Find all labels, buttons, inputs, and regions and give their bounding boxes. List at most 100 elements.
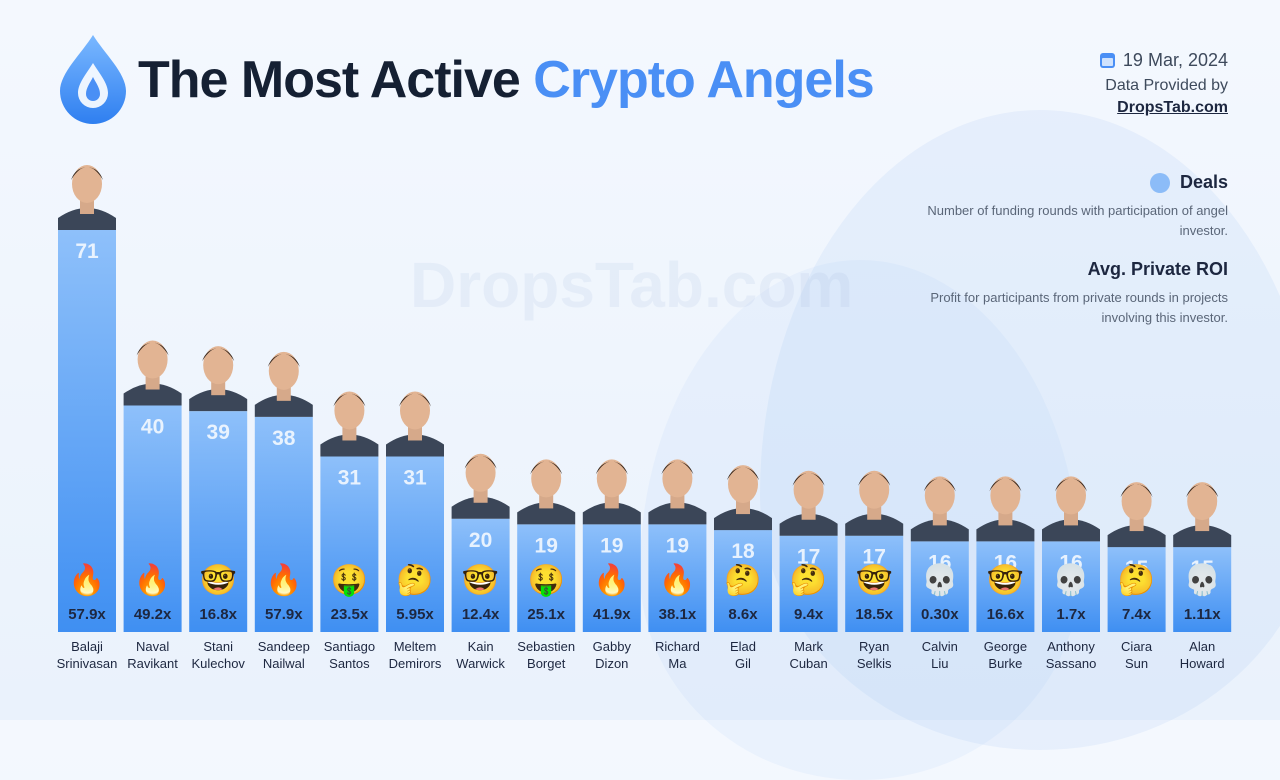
- watermark: DropsTab.com: [410, 249, 854, 321]
- deals-value-label: 20: [469, 529, 492, 552]
- bar-deals: [1042, 541, 1100, 632]
- bar-deals: [779, 535, 838, 632]
- investor-avatar: [386, 391, 444, 457]
- bar-deals: [1107, 547, 1166, 632]
- investor-name-line: Alan: [1189, 639, 1215, 654]
- roi-value-label: 41.9x: [593, 606, 631, 623]
- deals-value-label: 40: [141, 416, 164, 439]
- thinking-face-icon: 🤔: [790, 563, 827, 598]
- roi-value-label: 1.11x: [1184, 606, 1221, 623]
- investor-name-label: Naval Ravikant: [127, 639, 178, 671]
- investor-name-line: Elad: [730, 639, 756, 654]
- investor-name-line: Warwick: [456, 656, 505, 671]
- money-mouth-icon: 🤑: [528, 563, 565, 598]
- investor-name-line: Gabby: [593, 639, 632, 654]
- legend-deals-title: Deals: [1179, 172, 1228, 192]
- investor-avatar: [254, 351, 313, 417]
- investor-name-line: Santiago: [324, 639, 375, 654]
- deals-value-label: 15: [1125, 557, 1149, 580]
- deals-value-label: 39: [207, 421, 230, 444]
- skull-icon: 💀: [1184, 562, 1221, 598]
- title-main: The Most Active: [138, 51, 521, 109]
- deals-value-label: 31: [338, 466, 362, 489]
- investor-avatar: [582, 459, 641, 525]
- investor-name-line: Borget: [527, 656, 566, 671]
- investor-name-label: George Burke: [984, 639, 1027, 671]
- roi-value-label: 7.4x: [1122, 606, 1152, 623]
- investor-name-line: Gil: [735, 656, 751, 671]
- investor-name-line: George: [984, 639, 1027, 654]
- roi-value-label: 16.6x: [987, 606, 1025, 623]
- investor-name-line: Sassano: [1046, 656, 1097, 671]
- investor-name-label: Sebastien Borget: [517, 639, 575, 671]
- investor-name-line: Ma: [668, 656, 687, 671]
- deals-value-label: 15: [1191, 557, 1215, 580]
- deals-value-label: 31: [403, 466, 427, 489]
- deals-value-label: 16: [1059, 551, 1082, 574]
- roi-value-label: 12.4x: [462, 606, 500, 623]
- page-title: The Most Active Crypto Angels: [138, 50, 875, 110]
- investor-avatar: [976, 476, 1035, 542]
- nerd-face-icon: 🤓: [856, 563, 893, 598]
- legend-deals-desc: Number of funding rounds with participat…: [927, 203, 1228, 238]
- report-date: 19 Mar, 2024: [1122, 50, 1228, 70]
- investor-name-label: Calvin Liu: [922, 639, 958, 671]
- deals-value-label: 18: [731, 540, 755, 563]
- thinking-face-icon: 🤔: [1118, 563, 1155, 598]
- roi-value-label: 57.9x: [265, 606, 303, 623]
- bar-deals: [386, 456, 444, 632]
- investor-avatar: [517, 459, 576, 525]
- deals-value-label: 19: [666, 534, 689, 557]
- deals-value-label: 71: [75, 240, 99, 263]
- investor-name-line: Kain: [468, 639, 494, 654]
- investor-name-line: Cuban: [789, 656, 827, 671]
- source-link[interactable]: DropsTab.com: [1117, 99, 1228, 116]
- investor-avatar: [1107, 482, 1166, 548]
- investor-name-line: Ciara: [1121, 639, 1153, 654]
- deals-value-label: 17: [797, 546, 820, 569]
- roi-value-label: 25.1x: [527, 606, 565, 623]
- investor-name-label: Santiago Santos: [324, 639, 375, 671]
- investor-name-label: Balaji Srinivasan: [57, 639, 118, 671]
- fire-icon: 🔥: [265, 562, 302, 598]
- investor-avatar: [451, 453, 510, 519]
- investor-avatar: [58, 165, 116, 230]
- skull-icon: 💀: [921, 562, 958, 598]
- investor-name-line: Santos: [329, 656, 370, 671]
- investor-name-line: Sebastien: [517, 639, 575, 654]
- deals-value-label: 19: [535, 534, 558, 557]
- background-drop-large: [760, 110, 1280, 750]
- investor-name-line: Selkis: [857, 656, 892, 671]
- bar-deals: [976, 541, 1035, 632]
- roi-value-label: 18.5x: [855, 606, 893, 623]
- investor-name-line: Naval: [136, 639, 169, 654]
- provided-by-label: Data Provided by: [1105, 77, 1228, 94]
- investor-name-line: Richard: [655, 639, 700, 654]
- investor-name-label: Sandeep Nailwal: [258, 639, 310, 671]
- investor-name-label: Meltem Demirors: [389, 639, 442, 671]
- bar-deals: [320, 456, 379, 632]
- legend-deals: Deals: [898, 172, 1228, 193]
- deals-value-label: 17: [863, 546, 886, 569]
- investor-avatar: [714, 465, 772, 531]
- bar-deals: [189, 411, 248, 632]
- investor-name-line: Ravikant: [127, 656, 178, 671]
- roi-value-label: 8.6x: [728, 606, 758, 623]
- roi-value-label: 38.1x: [659, 606, 697, 623]
- roi-value-label: 1.7x: [1056, 606, 1086, 623]
- investor-name-line: Balaji: [71, 639, 103, 654]
- investor-name-label: Ryan Selkis: [857, 639, 892, 671]
- thinking-face-icon: 🤔: [396, 563, 433, 598]
- investor-name-line: Liu: [931, 656, 948, 671]
- investor-avatar: [779, 470, 838, 536]
- investor-name-label: Kain Warwick: [456, 639, 505, 671]
- date-row: 19 Mar, 2024: [1099, 50, 1228, 71]
- investor-name-label: Ciara Sun: [1121, 639, 1153, 671]
- fire-icon: 🔥: [68, 562, 105, 598]
- bar-deals: [451, 518, 510, 632]
- investor-name-label: Anthony Sassano: [1046, 639, 1097, 671]
- bar-deals: [845, 535, 904, 632]
- investor-name-label: Elad Gil: [730, 639, 756, 671]
- nerd-face-icon: 🤓: [987, 563, 1024, 598]
- investor-name-line: Ryan: [859, 639, 889, 654]
